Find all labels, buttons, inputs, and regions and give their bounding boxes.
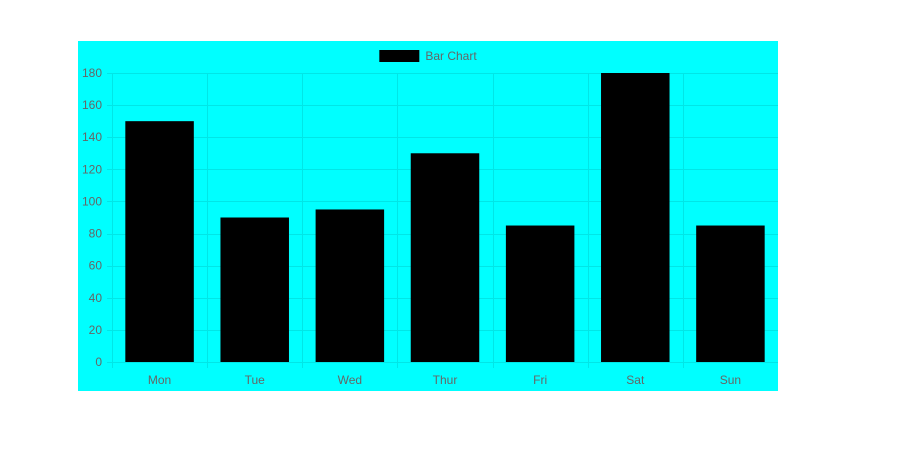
x-tick-label: Tue — [245, 373, 266, 387]
x-tick-label: Fri — [533, 373, 547, 387]
bar-mon[interactable] — [125, 121, 194, 363]
bar-chart: 0 20 40 60 80 100 120 140 160 180 Mon Tue Wed Thur Fr… — [78, 41, 778, 391]
bars — [125, 73, 765, 363]
y-tick-label: 20 — [89, 323, 103, 337]
x-tick-label: Sat — [626, 373, 645, 387]
bar-fri[interactable] — [505, 225, 575, 362]
legend[interactable]: Bar Chart — [379, 49, 477, 63]
x-tick-label: Sun — [720, 373, 741, 387]
x-tick-label: Thur — [433, 373, 458, 387]
bar-sat[interactable] — [601, 73, 670, 362]
y-tick-label: 100 — [82, 194, 102, 208]
y-tick-label: 140 — [82, 130, 102, 144]
y-axis: 0 20 40 60 80 100 120 140 160 180 — [82, 66, 102, 369]
y-tick-label: 60 — [89, 259, 103, 273]
legend-swatch — [379, 50, 420, 62]
y-tick-label: 120 — [82, 162, 102, 176]
y-tick-label: 180 — [82, 66, 102, 80]
bar-wed[interactable] — [315, 209, 385, 362]
y-tick-label: 160 — [82, 98, 102, 112]
x-axis: Mon Tue Wed Thur Fri Sat Sun — [148, 373, 741, 387]
x-tick-label: Mon — [148, 373, 171, 387]
legend-label: Bar Chart — [425, 49, 477, 63]
y-tick-label: 0 — [95, 355, 102, 369]
chart-panel: 0 20 40 60 80 100 120 140 160 180 Mon Tue Wed Thur Fr… — [78, 41, 778, 391]
x-tick-label: Wed — [338, 373, 362, 387]
y-tick-label: 40 — [89, 291, 103, 305]
bar-tue[interactable] — [220, 217, 289, 363]
bar-sun[interactable] — [696, 225, 765, 362]
y-tick-label: 80 — [89, 227, 103, 241]
bar-thur[interactable] — [410, 153, 480, 362]
